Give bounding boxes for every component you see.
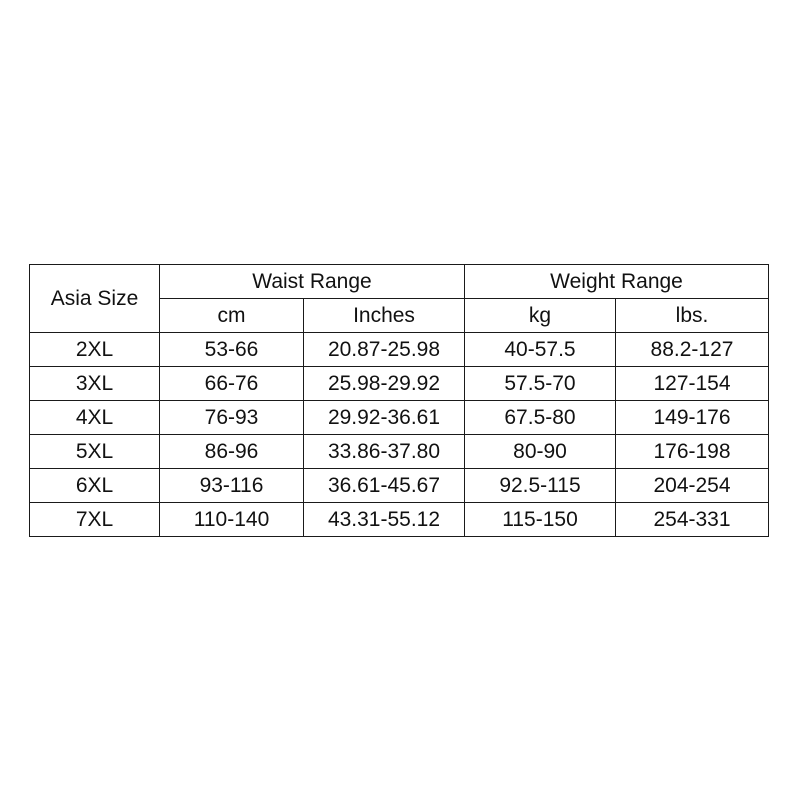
- waist-cm-cell: 66-76: [159, 366, 304, 401]
- weight-kg-cell: 92.5-115: [464, 468, 616, 503]
- lbs-header: lbs.: [614, 298, 770, 333]
- weight-kg-cell: 115-150: [464, 502, 616, 537]
- table-row: 4XL 76-93 29.92-36.61 67.5-80 149-176: [29, 400, 770, 435]
- weight-lbs-cell: 149-176: [614, 400, 770, 435]
- size-cell: 4XL: [29, 400, 160, 435]
- table-row: 2XL 53-66 20.87-25.98 40-57.5 88.2-127: [29, 332, 770, 367]
- size-cell: 2XL: [29, 332, 160, 367]
- table-row: 7XL 110-140 43.31-55.12 115-150 254-331: [29, 502, 770, 537]
- table-row: 6XL 93-116 36.61-45.67 92.5-115 204-254: [29, 468, 770, 503]
- size-chart-table: Asia Size Waist Range Weight Range cm In…: [29, 264, 770, 537]
- size-cell: 3XL: [29, 366, 160, 401]
- table-row: 3XL 66-76 25.98-29.92 57.5-70 127-154: [29, 366, 770, 401]
- inches-header: Inches: [303, 298, 465, 333]
- unit-header-row: cm Inches kg lbs.: [30, 298, 770, 333]
- group-header-row: Asia Size Waist Range Weight Range: [29, 264, 770, 333]
- waist-inches-cell: 33.86-37.80: [303, 434, 465, 469]
- waist-range-header: Waist Range: [159, 264, 465, 299]
- waist-cm-cell: 53-66: [159, 332, 304, 367]
- waist-inches-cell: 43.31-55.12: [303, 502, 465, 537]
- waist-inches-cell: 29.92-36.61: [303, 400, 465, 435]
- weight-kg-cell: 80-90: [464, 434, 616, 469]
- size-cell: 5XL: [29, 434, 160, 469]
- cm-header: cm: [159, 298, 304, 333]
- weight-kg-cell: 67.5-80: [464, 400, 616, 435]
- weight-lbs-cell: 176-198: [614, 434, 770, 469]
- weight-lbs-cell: 254-331: [614, 502, 770, 537]
- waist-cm-cell: 110-140: [159, 502, 304, 537]
- waist-inches-cell: 20.87-25.98: [303, 332, 465, 367]
- weight-kg-cell: 40-57.5: [464, 332, 616, 367]
- table-row: 5XL 86-96 33.86-37.80 80-90 176-198: [29, 434, 770, 469]
- weight-lbs-cell: 204-254: [614, 468, 770, 503]
- waist-cm-cell: 86-96: [159, 434, 304, 469]
- weight-kg-cell: 57.5-70: [464, 366, 616, 401]
- waist-inches-cell: 25.98-29.92: [303, 366, 465, 401]
- asia-size-header: Asia Size: [29, 264, 160, 333]
- weight-lbs-cell: 127-154: [614, 366, 770, 401]
- waist-cm-cell: 76-93: [159, 400, 304, 435]
- kg-header: kg: [464, 298, 616, 333]
- waist-cm-cell: 93-116: [159, 468, 304, 503]
- weight-range-header: Weight Range: [463, 264, 770, 299]
- size-cell: 7XL: [29, 502, 160, 537]
- size-cell: 6XL: [29, 468, 160, 503]
- waist-inches-cell: 36.61-45.67: [303, 468, 465, 503]
- weight-lbs-cell: 88.2-127: [614, 332, 770, 367]
